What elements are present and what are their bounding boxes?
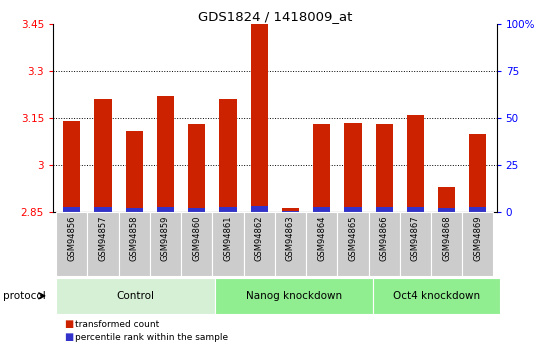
Text: GSM94868: GSM94868	[442, 215, 451, 261]
Bar	[282, 211, 299, 212]
Text: percentile rank within the sample: percentile rank within the sample	[75, 333, 228, 342]
Bar	[94, 207, 112, 212]
Bar	[94, 99, 112, 212]
Bar	[188, 208, 205, 212]
Text: GSM94865: GSM94865	[348, 215, 358, 261]
Bar	[157, 96, 174, 212]
Bar	[88, 212, 119, 276]
Text: protocol: protocol	[3, 291, 46, 301]
Text: Control: Control	[117, 291, 155, 301]
Bar	[376, 207, 393, 212]
Bar	[313, 207, 330, 212]
Text: transformed count: transformed count	[75, 320, 160, 329]
Bar	[188, 125, 205, 212]
Bar	[251, 206, 268, 212]
Text: GSM94869: GSM94869	[473, 215, 482, 261]
Bar	[126, 208, 143, 212]
Title: GDS1824 / 1418009_at: GDS1824 / 1418009_at	[198, 10, 352, 23]
Bar	[244, 212, 275, 276]
Bar	[219, 207, 237, 212]
Bar	[56, 212, 88, 276]
Bar	[213, 212, 244, 276]
Text: GSM94867: GSM94867	[411, 215, 420, 261]
Text: GSM94859: GSM94859	[161, 215, 170, 261]
Bar	[275, 212, 306, 276]
Bar	[219, 99, 237, 212]
Bar	[157, 207, 174, 212]
Bar	[438, 208, 455, 212]
Bar	[119, 212, 150, 276]
Text: ■: ■	[64, 319, 74, 329]
Bar	[181, 212, 213, 276]
Text: GSM94866: GSM94866	[379, 215, 389, 261]
Text: ■: ■	[64, 332, 74, 342]
Bar	[313, 125, 330, 212]
Bar	[400, 212, 431, 276]
Bar	[469, 207, 487, 212]
Text: GSM94862: GSM94862	[254, 215, 264, 261]
Bar	[337, 212, 368, 276]
Bar	[344, 207, 362, 212]
Bar	[150, 212, 181, 276]
Bar	[407, 115, 424, 212]
Bar	[368, 212, 400, 276]
Bar	[251, 24, 268, 212]
Text: Oct4 knockdown: Oct4 knockdown	[393, 291, 480, 301]
Bar	[462, 212, 493, 276]
Bar	[376, 125, 393, 212]
Text: GSM94864: GSM94864	[317, 215, 326, 261]
Bar	[63, 121, 80, 212]
Text: GSM94857: GSM94857	[99, 215, 108, 261]
Bar	[431, 212, 462, 276]
Bar	[344, 123, 362, 212]
Bar	[469, 134, 487, 212]
Bar	[282, 208, 299, 212]
Text: Nanog knockdown: Nanog knockdown	[246, 291, 342, 301]
Text: GSM94863: GSM94863	[286, 215, 295, 261]
Bar	[126, 131, 143, 212]
Text: GSM94860: GSM94860	[192, 215, 201, 261]
Bar	[306, 212, 337, 276]
Text: GSM94856: GSM94856	[68, 215, 76, 261]
Bar	[438, 187, 455, 212]
Bar	[407, 207, 424, 212]
Bar	[63, 207, 80, 212]
Text: GSM94858: GSM94858	[129, 215, 139, 261]
Text: GSM94861: GSM94861	[223, 215, 233, 261]
